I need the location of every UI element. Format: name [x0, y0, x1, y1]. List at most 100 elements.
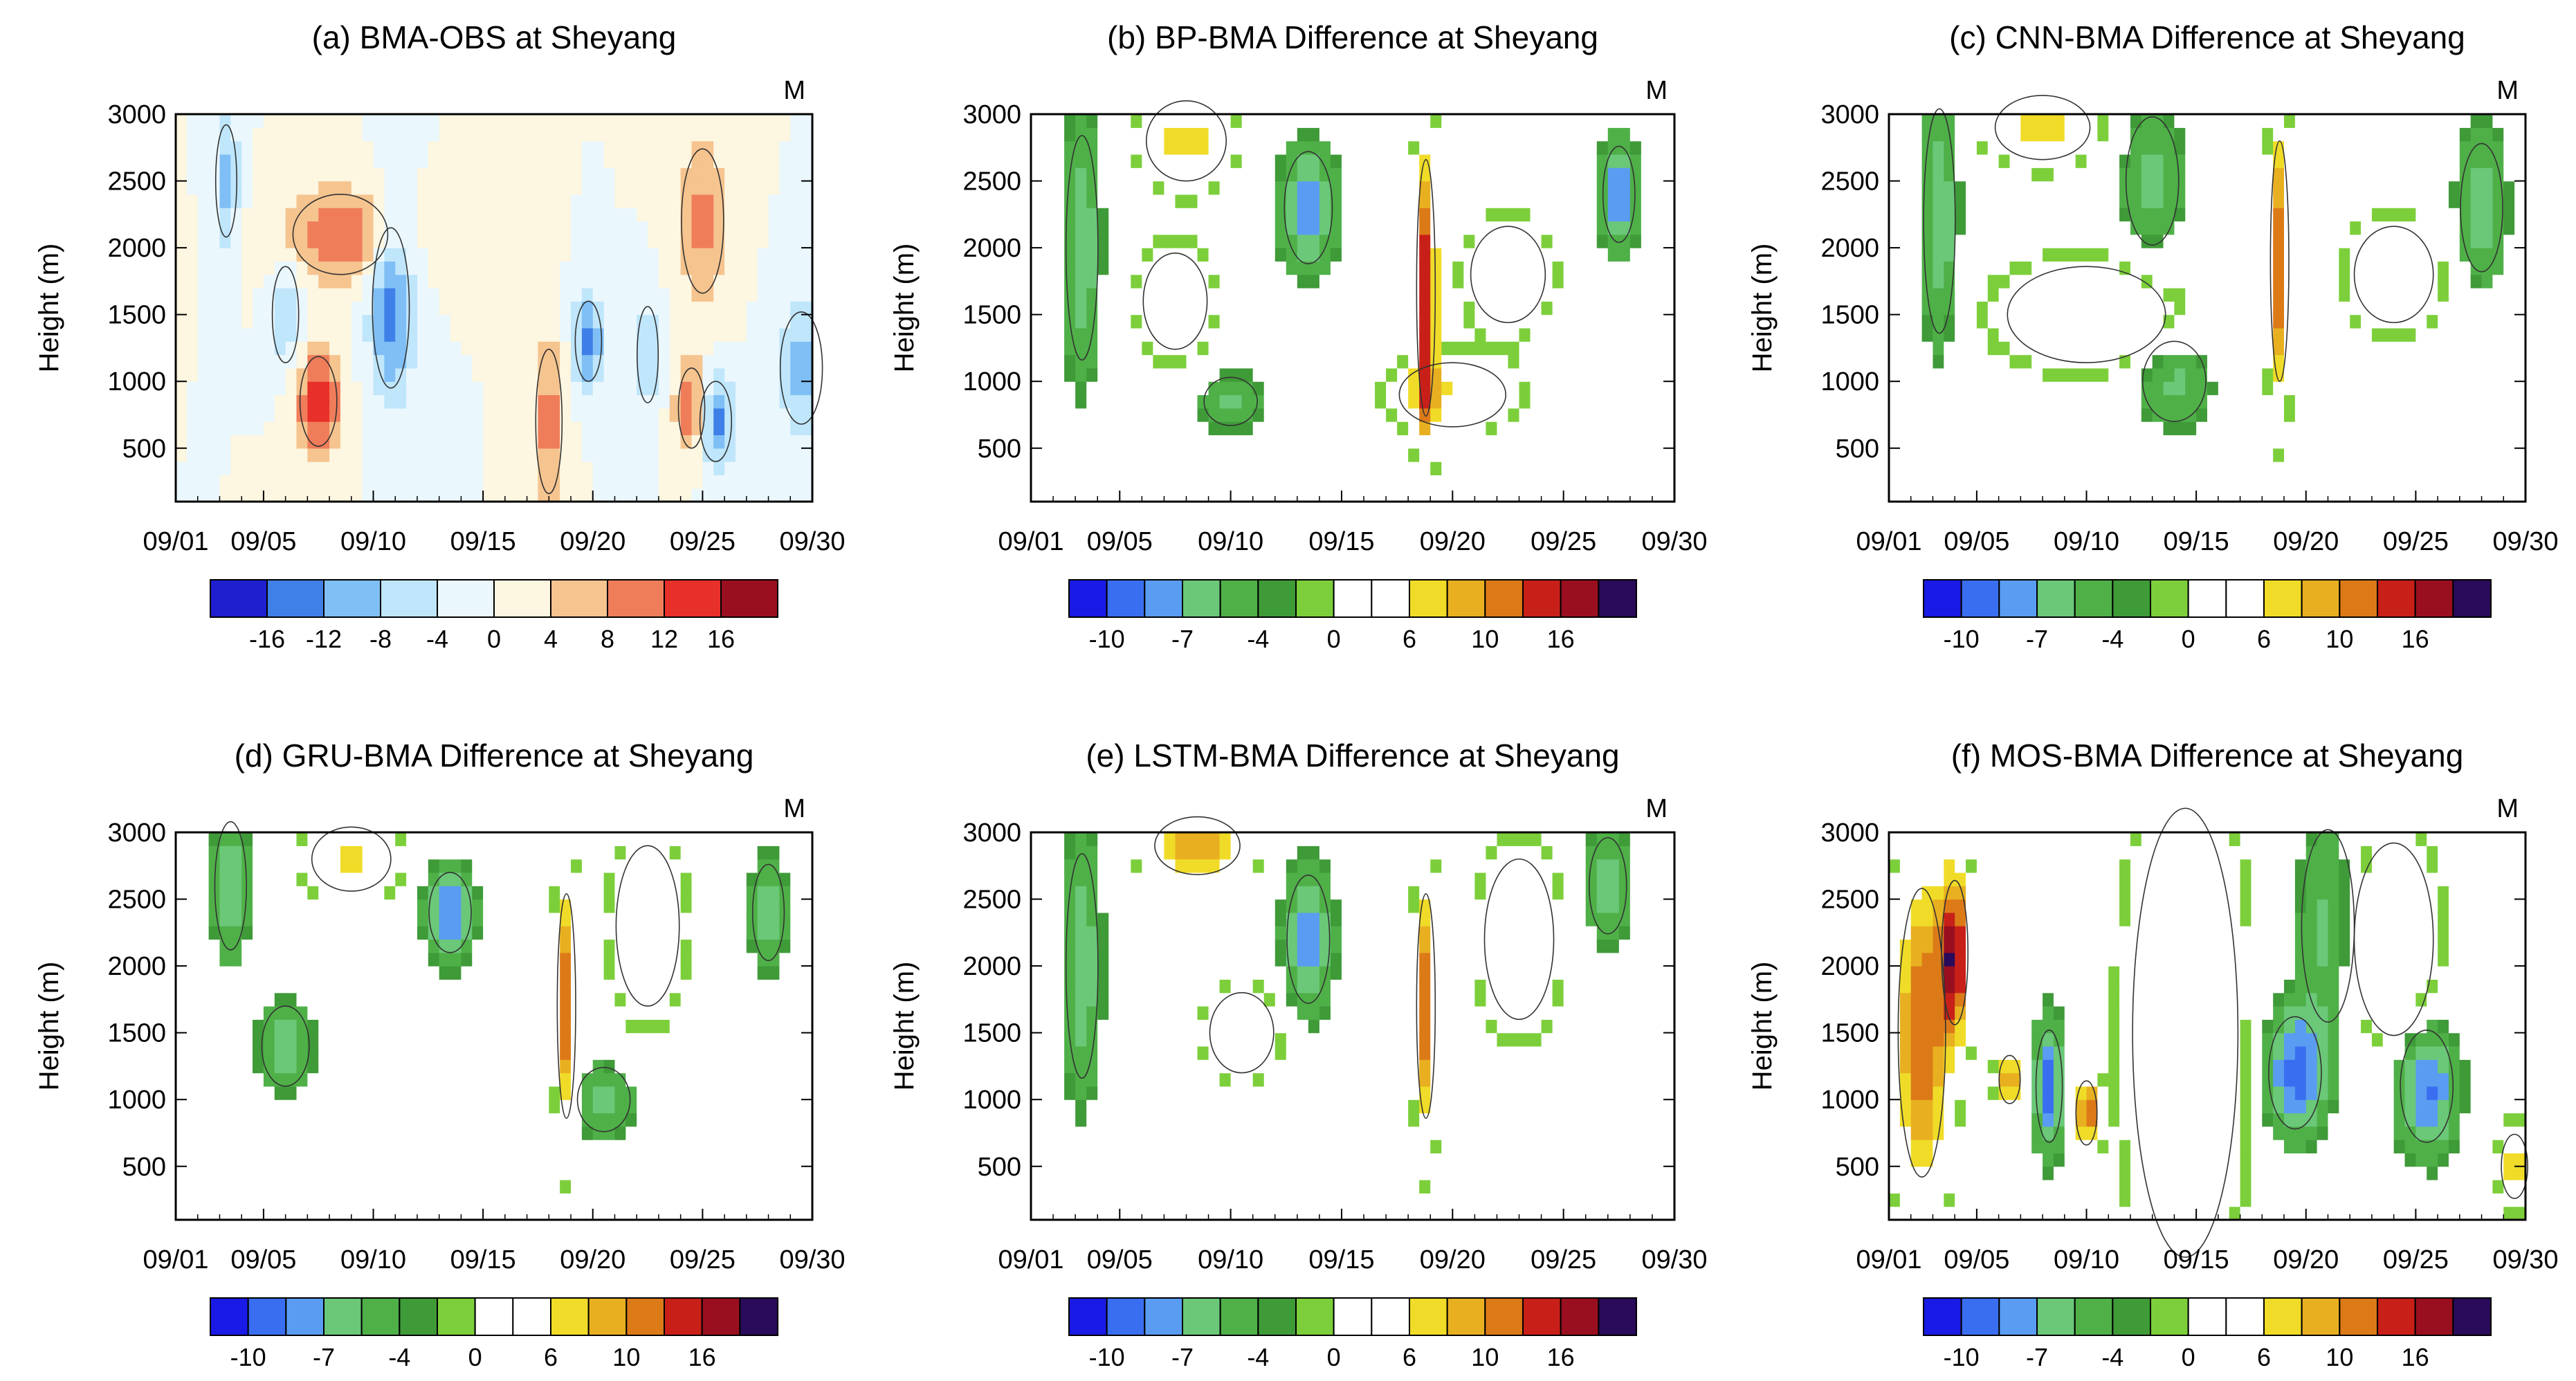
- field-cell: [1086, 261, 1098, 275]
- field-cell: [241, 114, 253, 128]
- field-cell: [2152, 314, 2164, 329]
- field-cell: [1208, 421, 1221, 436]
- field-cell: [757, 114, 769, 128]
- field-cell: [1263, 488, 1276, 502]
- field-cell: [1966, 288, 1977, 302]
- field-cell: [581, 167, 594, 182]
- field-cell: [241, 221, 253, 235]
- field-cell: [2152, 475, 2164, 489]
- field-cell: [2240, 301, 2252, 315]
- field-cell: [724, 261, 736, 275]
- field-cell: [790, 394, 802, 409]
- field-cell: [2119, 421, 2131, 436]
- field-cell: [1386, 261, 1398, 275]
- field-cell: [1286, 221, 1298, 235]
- field-cell: [340, 448, 352, 462]
- field-cell: [1933, 448, 1944, 462]
- field-cell: [428, 448, 440, 462]
- field-cell: [1341, 341, 1353, 356]
- field-cell: [1208, 274, 1221, 289]
- field-cell: [1497, 221, 1509, 235]
- field-cell: [274, 367, 286, 382]
- field-cell: [2339, 274, 2350, 289]
- field-cell: [669, 448, 682, 462]
- field-cell: [2185, 154, 2197, 168]
- field-cell: [219, 288, 231, 302]
- field-cell: [1463, 448, 1475, 462]
- field-cell: [680, 221, 693, 235]
- field-cell: [318, 154, 330, 168]
- field-cell: [603, 114, 616, 128]
- field-cell: [637, 208, 648, 222]
- field-cell: [527, 274, 539, 289]
- field-cell: [1341, 488, 1353, 502]
- field-cell: [538, 354, 549, 369]
- field-cell: [176, 288, 188, 302]
- field-cell: [1629, 354, 1642, 369]
- field-cell: [318, 448, 330, 462]
- field-cell: [395, 341, 407, 356]
- field-cell: [208, 248, 221, 262]
- field-cell: [1263, 421, 1276, 436]
- field-cell: [1197, 327, 1209, 342]
- field-cell: [1976, 341, 1989, 356]
- field-cell: [1341, 154, 1353, 168]
- field-cell: [1353, 367, 1364, 382]
- field-cell: [1131, 140, 1142, 155]
- field-cell: [450, 261, 462, 275]
- field-cell: [2108, 167, 2120, 182]
- field-cell: [1530, 261, 1542, 275]
- field-cell: [1175, 194, 1187, 208]
- field-cell: [1987, 288, 2000, 302]
- field-cell: [176, 314, 188, 329]
- field-cell: [1530, 234, 1542, 248]
- field-cell: [406, 248, 418, 262]
- field-cell: [1097, 367, 1109, 382]
- field-cell: [1341, 367, 1353, 382]
- field-cell: [2371, 274, 2384, 289]
- field-cell: [1208, 208, 1221, 222]
- field-cell: [494, 314, 506, 329]
- field-cell: [614, 288, 626, 302]
- field-cell: [1519, 140, 1531, 155]
- field-cell: [1341, 394, 1353, 409]
- field-cell: [362, 208, 374, 222]
- field-cell: [2141, 261, 2153, 275]
- field-cell: [614, 435, 626, 449]
- field-cell: [285, 208, 298, 222]
- field-cell: [560, 140, 572, 155]
- field-cell: [637, 394, 648, 409]
- field-cell: [1474, 341, 1487, 356]
- field-cell: [757, 234, 769, 248]
- field-cell: [186, 341, 199, 356]
- field-cell: [779, 234, 791, 248]
- field-cell: [219, 274, 231, 289]
- field-cell: [1944, 248, 1955, 262]
- field-cell: [1430, 394, 1442, 409]
- field-cell: [1131, 288, 1142, 302]
- field-cell: [307, 167, 319, 182]
- field-cell: [2361, 448, 2373, 462]
- field-cell: [1108, 140, 1120, 155]
- field-cell: [2317, 421, 2329, 436]
- field-cell: [2371, 288, 2384, 302]
- field-cell: [2350, 314, 2362, 329]
- field-cell: [1053, 221, 1065, 235]
- field-cell: [483, 475, 495, 489]
- field-cell: [2251, 140, 2263, 155]
- field-cell: [253, 194, 264, 208]
- field-cell: [450, 408, 462, 422]
- field-cell: [1175, 248, 1187, 262]
- x-tick-label: 09/01: [998, 527, 1063, 556]
- field-cell: [2240, 274, 2252, 289]
- field-cell: [1541, 114, 1553, 128]
- field-cell: [1889, 154, 1901, 168]
- field-cell: [1297, 354, 1309, 369]
- field-cell: [2108, 435, 2120, 449]
- field-cell: [538, 367, 549, 382]
- field-cell: [691, 248, 703, 262]
- field-cell: [1042, 140, 1054, 155]
- field-cell: [2251, 114, 2263, 128]
- field-cell: [1585, 394, 1598, 409]
- field-cell: [1541, 435, 1553, 449]
